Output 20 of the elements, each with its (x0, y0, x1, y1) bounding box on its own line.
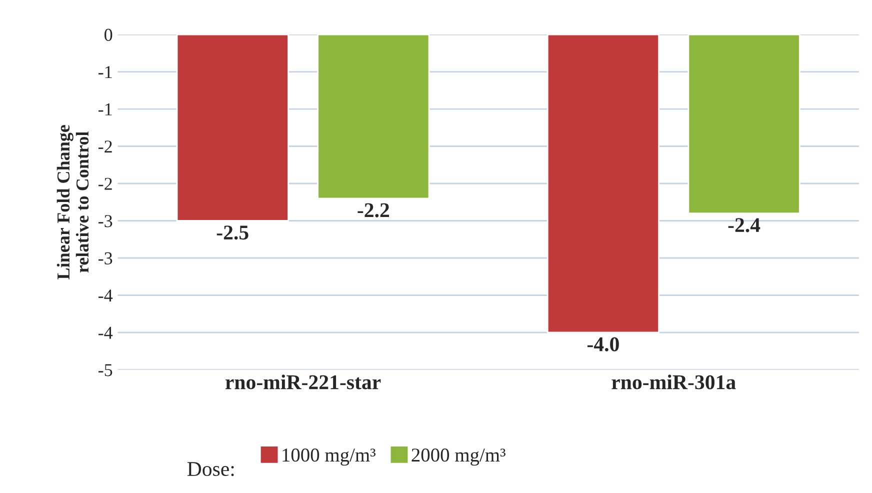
legend-label: 2000 mg/m³ (412, 448, 506, 466)
data-label: -2.4 (728, 218, 760, 232)
y-tick-label: 0 (104, 28, 112, 41)
y-tick-label: -1 (98, 66, 112, 78)
data-label: -2.5 (216, 226, 248, 240)
y-tick-label: -3 (98, 215, 112, 228)
y-tick-label: -3 (98, 252, 112, 264)
y-tick-label: -5 (98, 364, 112, 376)
y-tick-label: -4 (98, 326, 113, 339)
x-tick-label: rno-miR-221-star (225, 374, 381, 390)
data-label: -2.2 (358, 203, 390, 218)
y-tick-label: -1 (98, 103, 112, 116)
y-tick-label: -4 (98, 290, 113, 302)
x-tick-label: rno-miR-301a (612, 374, 736, 390)
legend-title: Dose: (187, 462, 234, 476)
y-tick-label: -2 (98, 178, 112, 190)
y-tick-label: -2 (98, 140, 112, 153)
legend-label: 1000 mg/m³ (282, 448, 376, 466)
data-label: -4.0 (587, 337, 619, 352)
y-axis-title: Linear Fold Change relative to Control (56, 125, 89, 280)
